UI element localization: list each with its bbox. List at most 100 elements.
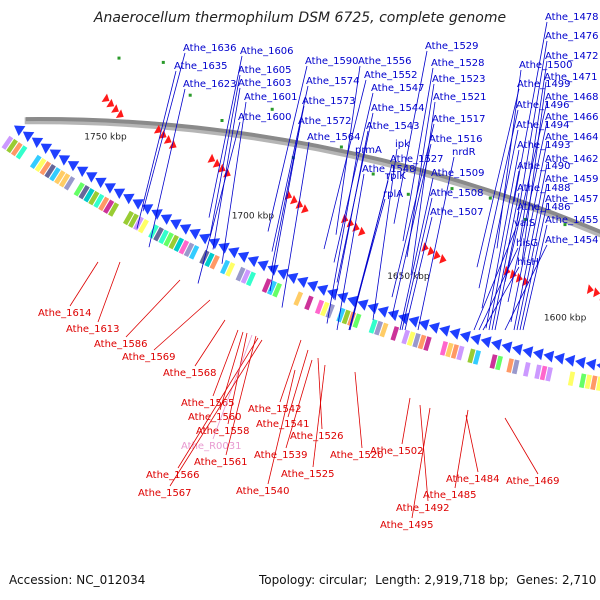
cog-block xyxy=(511,359,520,375)
forward-gene-arrow xyxy=(49,149,62,160)
forward-gene-arrow xyxy=(179,224,192,235)
forward-leader-line xyxy=(334,130,369,301)
forward-gene-label: Athe_1517 xyxy=(432,114,486,125)
reverse-leader-line xyxy=(69,261,99,307)
cog-block xyxy=(103,199,115,214)
forward-leader-line xyxy=(488,170,520,331)
cog-block xyxy=(220,259,230,275)
forward-leader-line xyxy=(476,88,520,268)
cog-block xyxy=(320,301,330,317)
reverse-leader-line xyxy=(317,357,323,430)
forward-gene-arrow xyxy=(543,350,555,363)
forward-leader-line xyxy=(335,65,361,235)
forward-gene-arrow xyxy=(199,233,211,245)
cog-block xyxy=(178,239,190,255)
cog-block xyxy=(225,262,236,277)
forward-leader-line xyxy=(348,198,386,331)
forward-leader-line xyxy=(336,173,365,331)
tick-label: 1650 kbp xyxy=(387,272,430,282)
tick-label: 1600 kbp xyxy=(544,313,587,323)
cog-block xyxy=(545,366,553,382)
reverse-leader-line xyxy=(454,409,469,489)
cog-block xyxy=(93,193,105,209)
forward-leader-line xyxy=(496,69,522,249)
forward-gene-arrow xyxy=(31,137,44,148)
cog-block xyxy=(523,362,531,377)
topology-value: circular xyxy=(318,573,364,587)
forward-leader-line xyxy=(197,121,241,284)
forward-gene-arrow xyxy=(113,188,126,199)
forward-leader-line xyxy=(212,87,241,250)
reverse-gene-label: Athe_1567 xyxy=(138,488,192,499)
forward-gene-arrow xyxy=(491,338,502,351)
cog-block xyxy=(266,280,277,296)
reverse-gene-arrow xyxy=(427,246,435,256)
tick-label: 1700 kbp xyxy=(232,211,275,221)
reverse-gene-arrow xyxy=(111,104,119,113)
forward-gene-arrow xyxy=(132,199,144,210)
cog-block xyxy=(34,157,47,173)
reverse-gene-arrow xyxy=(301,204,309,214)
forward-gene-label: Athe_1507 xyxy=(430,207,484,218)
reverse-gene-arrow xyxy=(439,254,447,264)
forward-gene-arrow xyxy=(14,125,26,136)
forward-gene-label: Athe_1636 xyxy=(183,43,237,54)
reverse-gene-label: Athe_1502 xyxy=(370,446,424,457)
reverse-leader-line xyxy=(401,397,411,445)
cog-block xyxy=(49,167,61,182)
cog-block xyxy=(472,350,482,365)
cog-block xyxy=(6,138,18,154)
forward-gene-label: Athe_1529 xyxy=(425,41,479,52)
cog-block xyxy=(209,254,220,270)
forward-gene-label: Athe_1603 xyxy=(238,78,292,89)
forward-gene-label: Athe_1573 xyxy=(302,96,356,107)
forward-gene-label: Athe_1500 xyxy=(519,60,573,71)
forward-gene-label: Athe_1605 xyxy=(238,65,292,76)
reverse-gene-arrow xyxy=(340,213,349,224)
cog-block xyxy=(379,322,389,338)
forward-gene-label: Athe_1472 xyxy=(545,51,599,62)
forward-gene-arrow xyxy=(247,256,259,268)
reverse-gene-label: Athe_1613 xyxy=(66,324,120,335)
forward-gene-label: nrdR xyxy=(452,147,476,158)
cog-block xyxy=(584,374,592,390)
cog-block xyxy=(204,252,215,268)
cog-block xyxy=(467,348,476,364)
cog-color-track xyxy=(1,135,600,391)
forward-gene-arrow xyxy=(307,280,319,292)
cog-block xyxy=(412,332,421,348)
forward-gene-label: Athe_1457 xyxy=(545,194,599,205)
forward-leader-line xyxy=(326,154,358,324)
cog-block xyxy=(108,202,120,217)
cog-block xyxy=(534,364,542,380)
forward-gene-arrow xyxy=(533,348,544,361)
length-value: 2,919,718 bp xyxy=(424,573,505,587)
cog-block xyxy=(579,373,587,389)
cog-block xyxy=(489,354,498,369)
forward-gene-label: Athe_1548 xyxy=(362,164,416,175)
cog-block xyxy=(374,320,384,336)
forward-gene-arrow xyxy=(408,316,420,328)
forward-gene-label: Athe_1462 xyxy=(545,154,599,165)
reverse-leader-line xyxy=(267,369,296,485)
reverse-gene-arrow xyxy=(153,124,162,134)
reverse-gene-label: Athe_1561 xyxy=(194,457,248,468)
reverse-gene-arrow xyxy=(433,250,441,260)
cog-block xyxy=(163,232,174,247)
reverse-gene-label: Athe_1469 xyxy=(506,476,560,487)
cog-block xyxy=(158,229,169,245)
forward-gene-label: Athe_1493 xyxy=(517,140,571,151)
reverse-gene-label: Athe_1485 xyxy=(423,490,477,501)
cog-block xyxy=(439,341,449,356)
gc-dot xyxy=(563,223,567,227)
reverse-gene-labels: Athe_1614 Athe_1613 Athe_1586 Athe_1569 Athe… xyxy=(38,261,560,531)
reverse-gene-label: Athe_1586 xyxy=(94,339,148,350)
cog-block xyxy=(98,196,110,212)
gc-dot xyxy=(161,60,165,64)
forward-gene-arrow xyxy=(95,177,107,189)
reverse-gene-label: Athe_1560 xyxy=(188,412,242,423)
reverse-gene-arrow xyxy=(212,158,221,168)
forward-gene-label: Athe_1600 xyxy=(238,112,292,123)
forward-gene-arrow xyxy=(357,299,369,311)
forward-gene-arrow xyxy=(160,214,173,225)
